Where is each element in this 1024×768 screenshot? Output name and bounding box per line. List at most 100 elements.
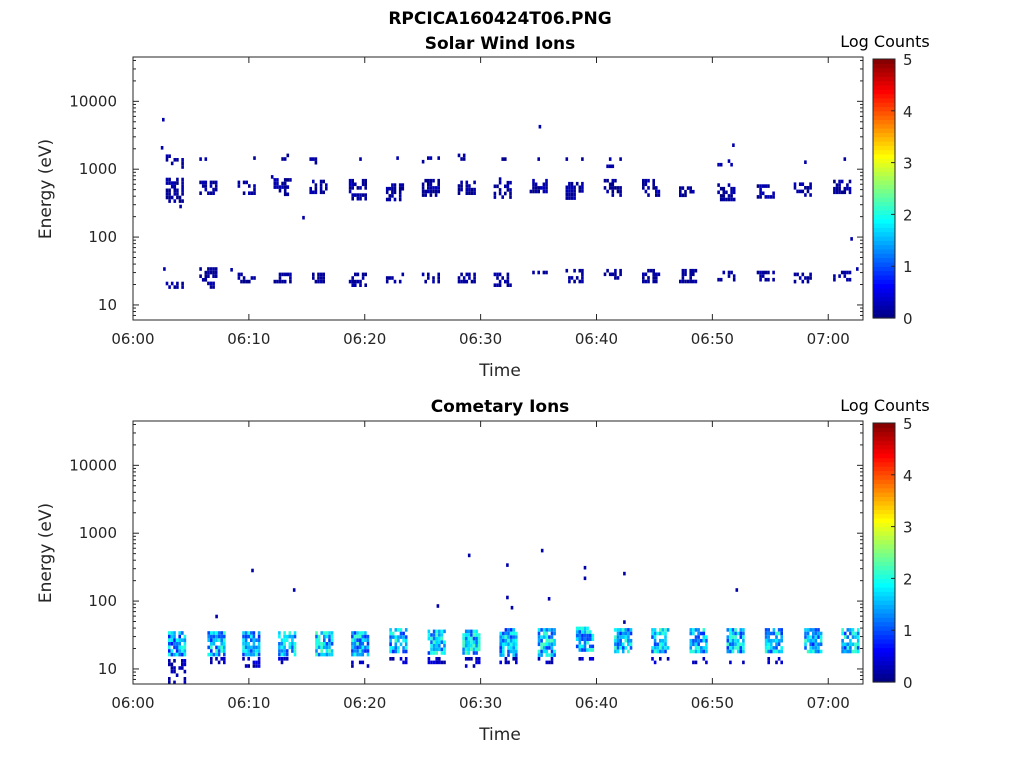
heatmap-cell — [210, 649, 213, 653]
heatmap-cell — [385, 190, 389, 195]
heatmap-cell — [689, 268, 692, 273]
heatmap-cell — [278, 631, 281, 635]
heatmap-cell — [504, 638, 508, 643]
heatmap-cell — [183, 680, 187, 685]
heatmap-cell — [356, 652, 359, 657]
heatmap-cell — [366, 642, 370, 646]
heatmap-cell — [739, 628, 743, 632]
heatmap-cell — [575, 181, 579, 186]
heatmap-cell — [814, 635, 818, 639]
heatmap-cell — [702, 628, 706, 632]
heatmap-cell — [764, 628, 768, 632]
heatmap-cell — [627, 635, 630, 639]
heatmap-cell — [181, 666, 184, 670]
heatmap-cell — [537, 638, 541, 643]
heatmap-cell — [614, 268, 617, 273]
heatmap-cell — [242, 634, 245, 639]
heatmap-cell — [215, 631, 218, 635]
heatmap-cell — [586, 648, 589, 652]
heatmap-cell — [512, 631, 515, 636]
heatmap-cell — [764, 631, 768, 636]
heatmap-cell — [364, 178, 367, 183]
heatmap-cell — [809, 193, 812, 197]
heatmap-cell — [849, 646, 852, 650]
heatmap-cell — [666, 646, 670, 650]
heatmap-cell — [178, 638, 181, 642]
heatmap-cell — [207, 634, 210, 639]
heatmap-cell — [742, 646, 745, 650]
heatmap-cell — [242, 191, 246, 195]
heatmap-cell — [289, 178, 292, 182]
heatmap-cell — [652, 272, 655, 277]
heatmap-cell — [621, 646, 625, 650]
heatmap-cell — [430, 660, 433, 665]
heatmap-cell — [512, 635, 515, 639]
heatmap-cell — [833, 277, 836, 282]
heatmap-cell — [330, 638, 334, 642]
heatmap-cell — [462, 651, 465, 655]
heatmap-cell — [608, 164, 612, 169]
heatmap-cell — [767, 195, 770, 199]
heatmap-cell — [165, 281, 169, 286]
heatmap-cell — [732, 197, 736, 202]
heatmap-cell — [255, 649, 258, 653]
colorbar-swatch — [873, 591, 895, 597]
heatmap-cell — [427, 186, 430, 190]
heatmap-cell — [212, 267, 215, 271]
colorbar-swatch — [873, 119, 895, 125]
heatmap-cell — [217, 660, 221, 665]
heatmap-cell — [320, 642, 323, 646]
heatmap-cell — [460, 184, 463, 188]
heatmap-cell — [317, 638, 321, 642]
heatmap-cell — [833, 179, 836, 184]
heatmap-cell — [230, 268, 233, 272]
heatmap-cell — [183, 662, 187, 667]
heatmap-cell — [772, 628, 776, 632]
colorbar-swatch — [873, 435, 895, 441]
heatmap-cell — [498, 188, 502, 192]
heatmap-cell — [515, 638, 518, 643]
heatmap-cell — [843, 186, 847, 191]
heatmap-cell — [253, 191, 256, 195]
heatmap-cell — [798, 276, 802, 280]
heatmap-cell — [686, 279, 690, 284]
heatmap-cell — [427, 189, 430, 194]
heatmap-cell — [391, 646, 395, 650]
heatmap-cell — [440, 636, 444, 641]
heatmap-cell — [361, 276, 365, 280]
heatmap-cell — [621, 631, 625, 636]
heatmap-cell — [366, 645, 370, 650]
heatmap-cell — [278, 642, 281, 646]
heatmap-cell — [583, 648, 587, 652]
heatmap-cell — [199, 267, 202, 271]
heatmap-cell — [509, 180, 512, 185]
heatmap-cell — [644, 182, 648, 187]
colorbar-swatch — [873, 526, 895, 532]
heatmap-cell — [616, 638, 620, 643]
heatmap-cell — [578, 637, 582, 641]
heatmap-cell — [242, 638, 245, 642]
heatmap-cell — [286, 178, 290, 182]
colorbar-frame — [872, 422, 896, 683]
heatmap-cell — [207, 267, 210, 271]
heatmap-cell — [210, 657, 213, 661]
heatmap-cell — [252, 660, 256, 665]
heatmap-cell — [509, 638, 513, 643]
heatmap-cell — [817, 642, 820, 647]
heatmap-cell — [280, 660, 284, 665]
heatmap-cell — [739, 635, 743, 639]
heatmap-cell — [283, 192, 287, 197]
heatmap-cell — [697, 646, 700, 650]
heatmap-cell — [542, 270, 546, 275]
heatmap-cell — [548, 638, 551, 643]
heatmap-cell — [209, 270, 213, 275]
heatmap-cell — [644, 178, 648, 183]
colorbar-swatch — [873, 565, 895, 571]
heatmap-cell — [314, 160, 318, 165]
heatmap-cell — [223, 631, 226, 635]
heatmap-cell — [730, 162, 733, 167]
heatmap-cell — [550, 635, 554, 639]
heatmap-cell — [168, 638, 171, 642]
heatmap-cell — [835, 190, 839, 195]
heatmap-cell — [542, 635, 546, 639]
